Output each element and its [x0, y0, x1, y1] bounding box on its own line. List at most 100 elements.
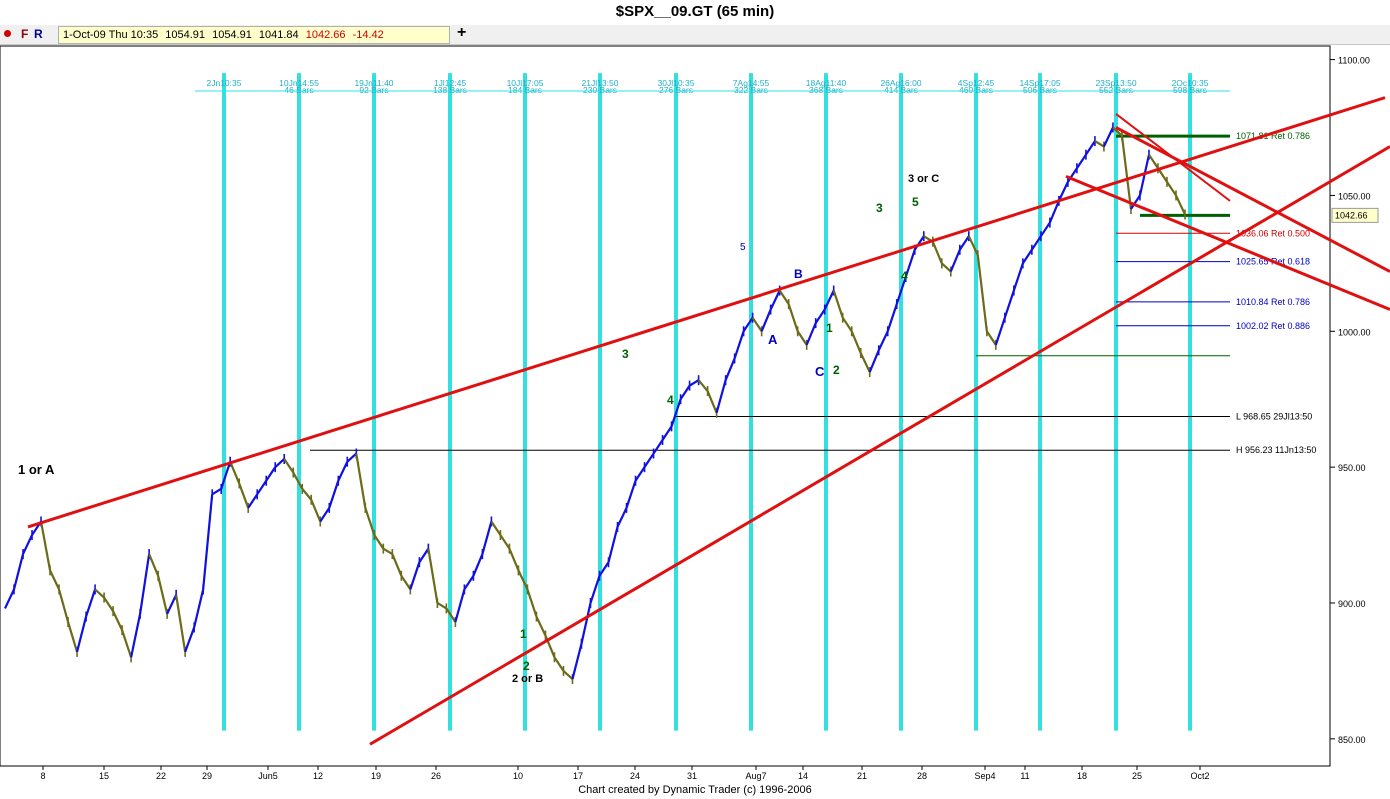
price-bar — [1120, 135, 1133, 210]
price-bar — [526, 589, 538, 617]
cycle-date-label: 19Jn11:40 — [354, 78, 393, 88]
title-bar: $SPX__09.GT (65 min) — [0, 0, 1390, 24]
price-bar — [427, 548, 439, 604]
price-bar — [886, 303, 898, 332]
record-dot-icon[interactable] — [4, 30, 11, 37]
price-bar — [1112, 126, 1123, 137]
price-bar — [985, 330, 997, 346]
price-bar — [1148, 154, 1159, 169]
price-bar — [481, 521, 493, 555]
price-bar — [202, 494, 214, 590]
x-tick-label: 18 — [1077, 771, 1087, 781]
price-bar — [751, 317, 763, 332]
cycle-bars-label: 46 Bars — [284, 85, 313, 95]
price-bar — [274, 458, 285, 468]
price-bar — [670, 398, 682, 427]
price-bar — [616, 507, 628, 528]
price-bar — [958, 235, 970, 251]
r-button[interactable]: R — [34, 27, 43, 41]
trend-line — [369, 145, 1390, 746]
price-bar — [607, 526, 619, 563]
price-bar — [652, 439, 664, 455]
x-tick-label: Jun5 — [258, 771, 278, 781]
price-bar — [562, 670, 574, 680]
price-bar — [238, 483, 250, 509]
wave-label: 5 — [740, 242, 746, 253]
x-tick-label: 21 — [857, 771, 867, 781]
price-bar — [121, 629, 133, 658]
x-tick-label: 8 — [40, 771, 45, 781]
wave-label: 1 — [826, 321, 833, 335]
price-bar — [49, 569, 61, 590]
cycle-bars-label: 460 Bars — [959, 85, 993, 95]
cycle-bars-label: 138 Bars — [433, 85, 467, 95]
price-bar — [490, 520, 502, 536]
x-tick-label: Sep4 — [974, 771, 995, 781]
price-bar — [256, 480, 268, 495]
wave-label: 4 — [901, 269, 908, 283]
price-bar — [103, 596, 115, 612]
price-bar — [941, 262, 952, 273]
price-bar — [211, 487, 222, 496]
price-bar — [859, 352, 871, 373]
cycle-bars-label: 368 Bars — [809, 85, 843, 95]
price-bar — [796, 330, 808, 346]
price-bar — [787, 303, 799, 332]
price-bar — [373, 534, 385, 550]
quote-close: 1042.66 — [305, 29, 346, 41]
x-tick-label: 25 — [1132, 771, 1142, 781]
price-bar — [292, 472, 304, 490]
cycle-date-label: 10Jl17:05 — [507, 78, 544, 88]
price-bar — [175, 594, 187, 653]
price-bar — [85, 589, 97, 617]
footer-credit: Chart created by Dynamic Trader (c) 1996… — [0, 784, 1390, 799]
f-button[interactable]: F — [21, 27, 29, 41]
price-bar — [337, 461, 349, 482]
wave-label: 3 — [876, 201, 883, 215]
price-bar — [1102, 127, 1114, 147]
add-plus-icon[interactable]: + — [457, 24, 467, 41]
cycle-date-label: 14Sp17:05 — [1019, 78, 1060, 88]
price-bar — [679, 385, 691, 400]
price-bar — [436, 602, 447, 610]
wave-label: 3 — [622, 347, 629, 361]
level-label: 1010.84 Ret 0.786 — [1236, 297, 1310, 307]
cycle-date-label: 4Sp12:45 — [958, 78, 995, 88]
price-bar — [319, 507, 331, 523]
price-bar — [94, 588, 105, 599]
price-bar — [364, 507, 376, 536]
price-bar — [553, 656, 565, 672]
price-bar — [580, 602, 592, 644]
price-bar — [1021, 249, 1033, 264]
cycle-bars-label: 322 Bars — [734, 85, 768, 95]
wave-label: 3 or C — [908, 173, 939, 185]
price-bar — [12, 553, 25, 590]
price-bar — [283, 458, 295, 474]
quote-low: 1041.84 — [258, 29, 299, 41]
price-bar — [382, 547, 393, 556]
price-bar — [418, 548, 430, 563]
price-bar — [499, 534, 511, 550]
last-price-box — [1331, 207, 1379, 223]
price-bar — [391, 553, 403, 577]
price-bar — [1048, 200, 1060, 224]
quote-change: -14.42 — [352, 29, 384, 41]
price-bar — [1012, 263, 1024, 291]
x-tick-label: 10 — [513, 771, 523, 781]
price-bar — [57, 589, 70, 623]
price-bar — [247, 493, 259, 509]
price-bar — [166, 594, 178, 615]
price-bar — [472, 553, 484, 577]
cycle-bars-label: 230 Bars — [583, 85, 617, 95]
price-bar — [265, 466, 277, 482]
x-tick-label: 26 — [431, 771, 441, 781]
price-bar — [75, 616, 88, 653]
cycle-bars-label: 552 Bars — [1099, 85, 1133, 95]
price-bar — [949, 249, 961, 272]
price-bar — [598, 561, 610, 577]
price-bar — [193, 589, 205, 628]
x-tick-label: 15 — [99, 771, 109, 781]
trend-line — [1115, 113, 1231, 202]
price-chart: 1100.00 1050.00 1000.00 950.00 900.00 850.00 8… — [0, 45, 1390, 781]
price-bar — [1094, 140, 1105, 148]
